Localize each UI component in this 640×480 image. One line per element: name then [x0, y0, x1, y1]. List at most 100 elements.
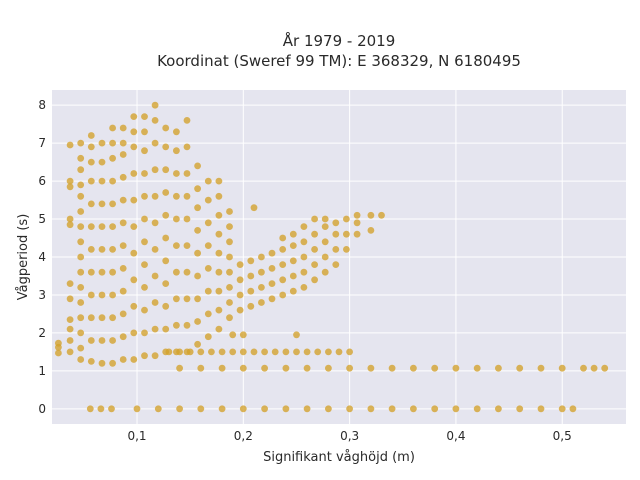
- data-point: [183, 143, 191, 151]
- data-point: [119, 310, 127, 318]
- data-point: [162, 211, 170, 219]
- data-point: [66, 215, 74, 223]
- data-point: [109, 154, 116, 162]
- y-tick-label: 2: [38, 326, 46, 340]
- data-point: [87, 223, 95, 231]
- data-point: [183, 192, 191, 200]
- data-point: [173, 321, 180, 329]
- data-point: [87, 314, 95, 322]
- y-tick-label: 1: [38, 364, 46, 378]
- data-point: [130, 113, 138, 120]
- data-point: [194, 272, 202, 280]
- data-point: [165, 348, 173, 356]
- data-point: [130, 249, 138, 257]
- data-point: [130, 356, 138, 363]
- data-point: [66, 316, 74, 323]
- data-point: [247, 287, 255, 295]
- data-point: [516, 405, 524, 413]
- data-point: [293, 331, 300, 339]
- data-point: [109, 291, 116, 299]
- data-point: [77, 253, 85, 261]
- data-point: [197, 364, 205, 372]
- data-point: [141, 352, 148, 360]
- data-point: [176, 364, 184, 372]
- data-point: [119, 139, 127, 147]
- data-point: [194, 318, 202, 325]
- data-point: [66, 183, 74, 191]
- data-point: [141, 329, 148, 337]
- data-point: [77, 284, 85, 291]
- data-point: [194, 204, 202, 212]
- data-point: [130, 143, 138, 151]
- data-point: [141, 147, 148, 155]
- data-point: [289, 257, 297, 265]
- data-point: [109, 223, 116, 231]
- data-point: [367, 227, 375, 234]
- data-point: [133, 405, 141, 413]
- data-point: [289, 242, 297, 250]
- data-point: [250, 204, 258, 212]
- data-point: [98, 139, 106, 147]
- data-point: [77, 154, 85, 162]
- data-point: [300, 223, 308, 231]
- data-point: [183, 215, 191, 223]
- data-point: [279, 291, 287, 299]
- data-point: [130, 302, 138, 310]
- data-point: [162, 166, 170, 174]
- data-point: [173, 170, 180, 177]
- data-point: [367, 211, 375, 219]
- data-point: [77, 268, 85, 276]
- data-point: [194, 227, 202, 234]
- data-point: [300, 238, 308, 246]
- data-point: [335, 348, 343, 356]
- data-point: [239, 405, 247, 413]
- data-point: [77, 166, 85, 174]
- data-point: [346, 364, 353, 372]
- data-point: [173, 242, 180, 250]
- data-point: [268, 295, 276, 303]
- x-tick-label: 0,3: [340, 429, 359, 443]
- data-point: [173, 147, 180, 155]
- data-point: [176, 405, 184, 413]
- data-point: [279, 234, 287, 242]
- data-point: [325, 364, 332, 372]
- data-point: [215, 177, 223, 185]
- data-point: [226, 253, 233, 261]
- data-point: [194, 295, 202, 303]
- data-point: [215, 287, 223, 295]
- data-point: [130, 196, 138, 204]
- data-point: [194, 249, 202, 257]
- data-point: [258, 253, 265, 261]
- data-point: [261, 364, 268, 372]
- data-point: [343, 230, 350, 238]
- data-point: [151, 192, 159, 200]
- data-point: [151, 219, 159, 227]
- data-point: [590, 364, 598, 372]
- data-point: [261, 405, 268, 413]
- data-point: [218, 364, 226, 372]
- data-point: [151, 166, 159, 174]
- data-point: [516, 364, 524, 372]
- data-point: [87, 358, 95, 365]
- data-point: [98, 314, 106, 322]
- data-point: [141, 215, 148, 223]
- data-point: [343, 215, 350, 223]
- data-point: [258, 284, 265, 291]
- data-point: [77, 139, 85, 147]
- data-point: [226, 284, 233, 291]
- x-tick-label: 0,1: [127, 429, 146, 443]
- data-point: [452, 405, 460, 413]
- data-point: [197, 348, 205, 356]
- data-point: [215, 325, 223, 333]
- data-point: [141, 238, 148, 246]
- data-point: [378, 211, 385, 219]
- data-point: [98, 268, 106, 276]
- data-point: [495, 405, 502, 413]
- data-point: [141, 306, 148, 314]
- data-point: [247, 272, 255, 280]
- data-point: [204, 310, 212, 318]
- data-point: [141, 284, 148, 291]
- data-point: [236, 276, 244, 284]
- data-point: [314, 348, 322, 356]
- data-point: [311, 276, 318, 284]
